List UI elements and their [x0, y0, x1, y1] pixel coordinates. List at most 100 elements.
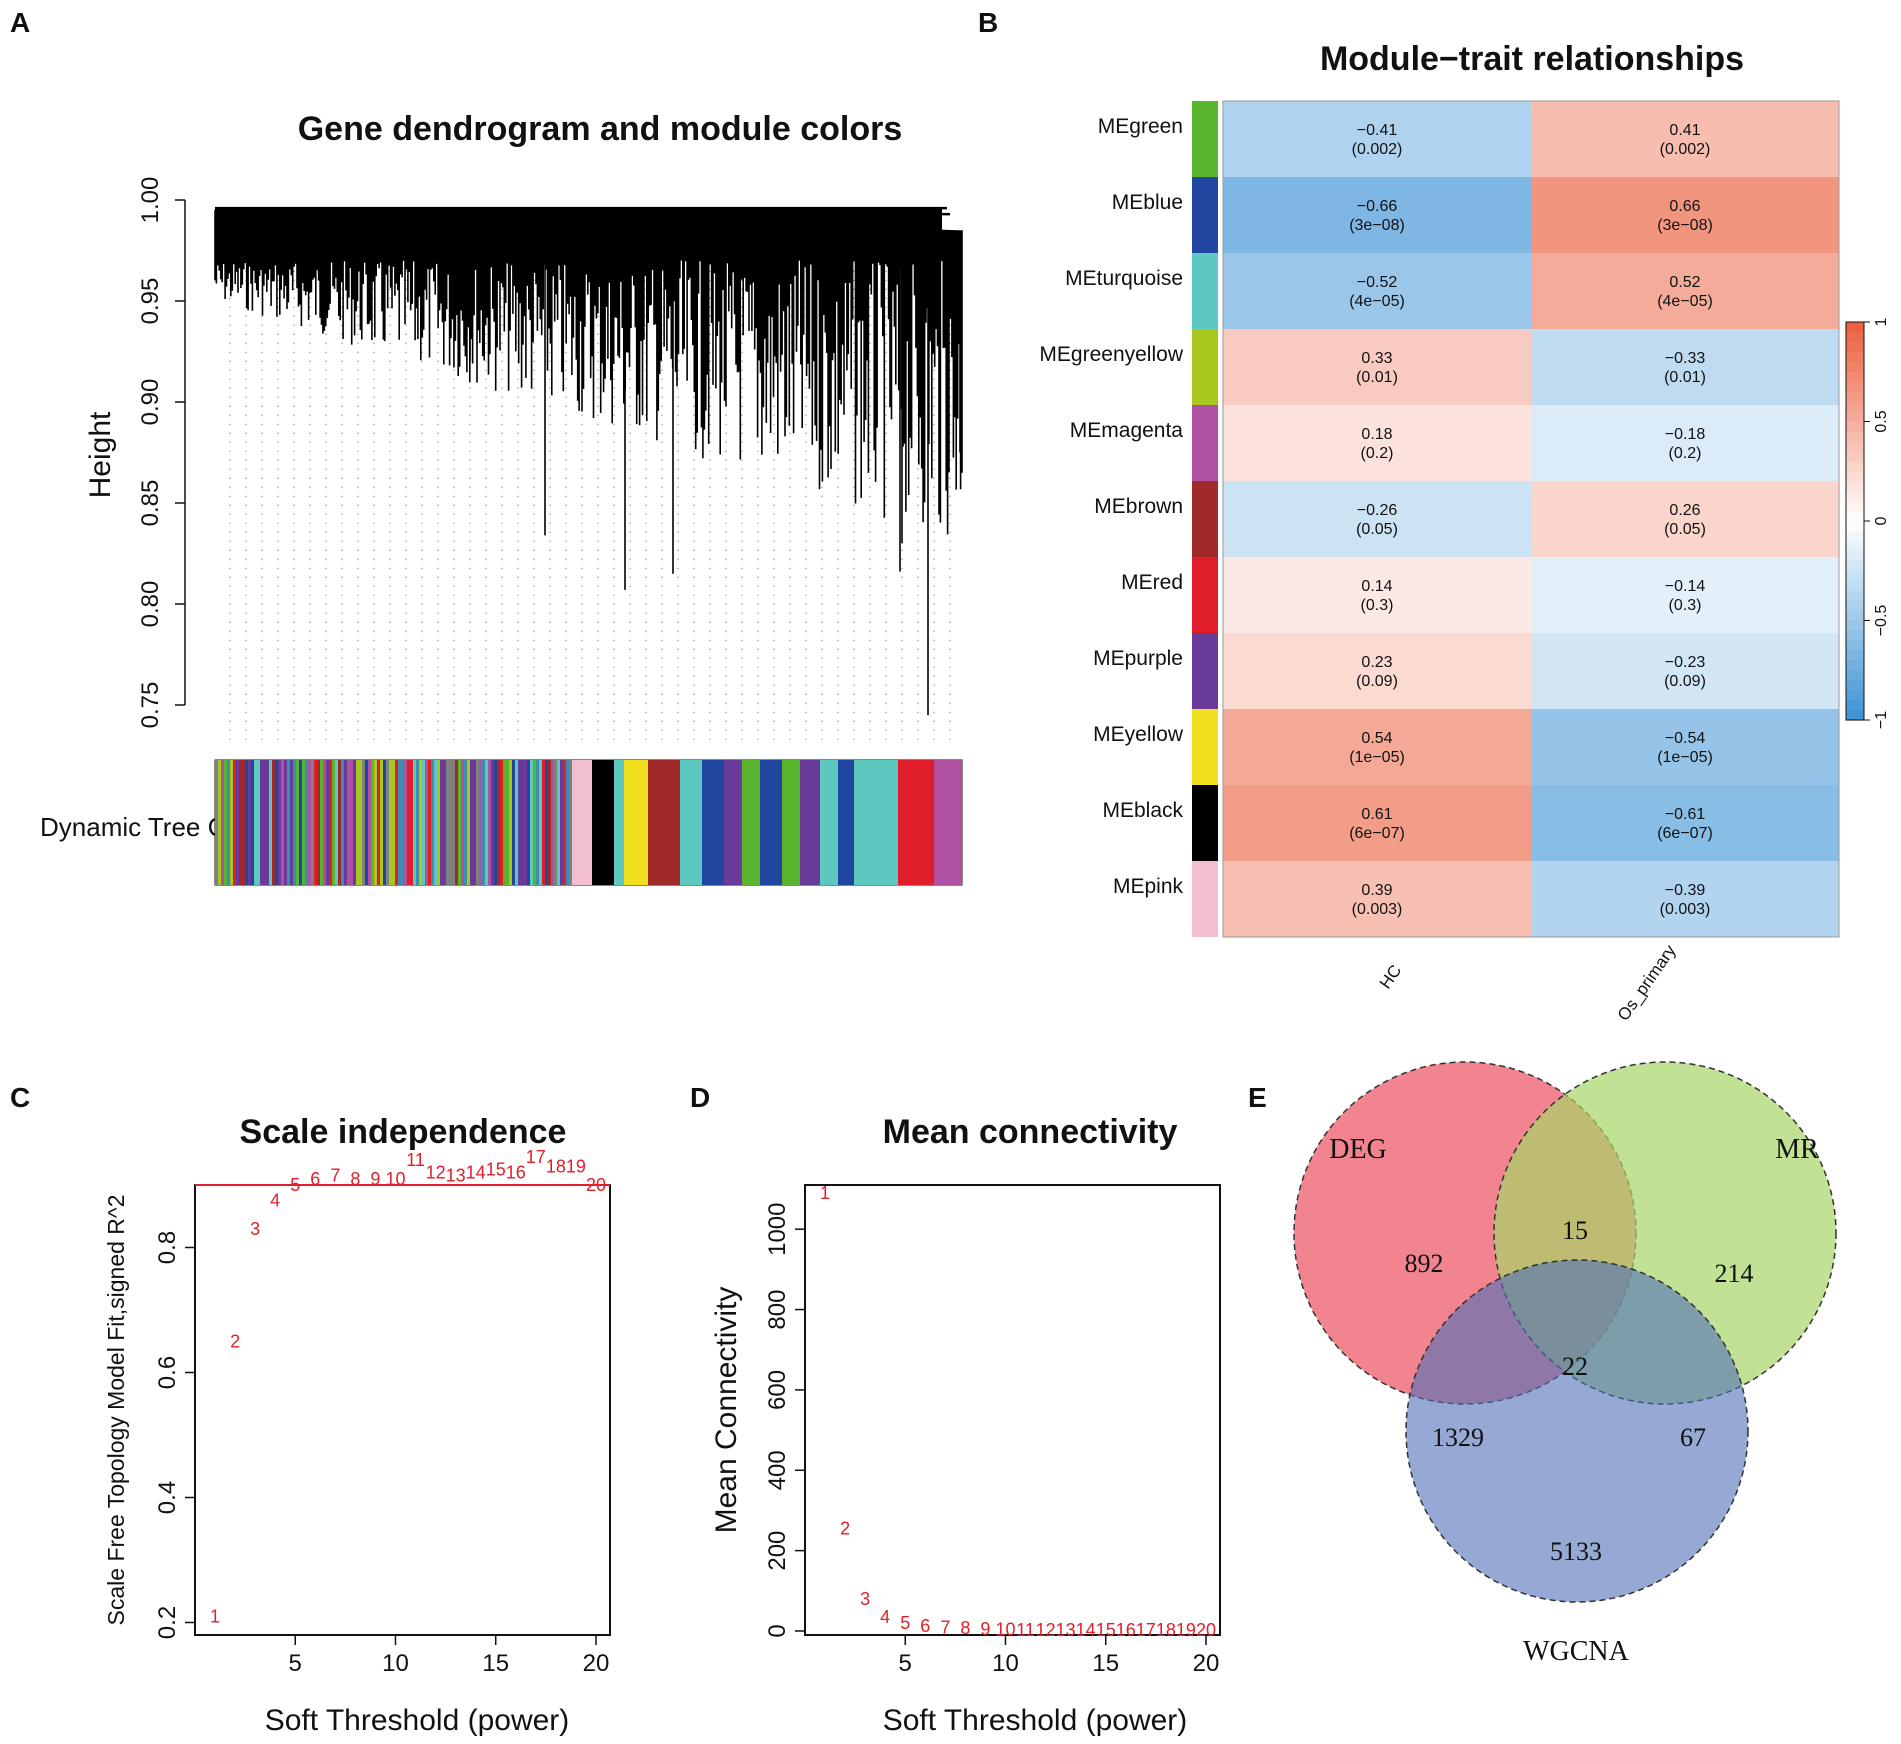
module-color-stripe [293, 760, 296, 885]
heatmap-cell-r: −0.66 [1357, 198, 1398, 215]
heatmap-cell-p: (0.05) [1356, 521, 1398, 538]
module-label: MEblue [1112, 191, 1183, 214]
module-color-stripe [329, 760, 332, 885]
module-color-stripe [482, 760, 485, 885]
module-color-stripe [383, 760, 386, 885]
power-point-label: 5 [900, 1613, 910, 1633]
venn-region-all: 22 [1562, 1352, 1588, 1381]
x-tick-label: 15 [1092, 1650, 1119, 1677]
venn-region-deg-wgcna: 1329 [1432, 1423, 1484, 1452]
module-color-stripe [374, 760, 377, 885]
module-color-stripe [563, 760, 566, 885]
module-color-stripe [449, 760, 452, 885]
colorbar-tick-label: 0.5 [1873, 410, 1890, 432]
colorbar-step [1846, 650, 1864, 661]
heatmap-cell-r: 0.61 [1361, 806, 1392, 823]
module-color-block [782, 760, 800, 885]
colorbar-step [1846, 710, 1864, 721]
colorbar-tick-label: 0 [1873, 516, 1890, 525]
module-color-stripe [527, 760, 530, 885]
module-color-stripe [425, 760, 428, 885]
heatmap-cell [1223, 405, 1531, 481]
power-point-label: 9 [370, 1169, 380, 1189]
x-tick-label: 10 [382, 1650, 409, 1677]
heatmap-cell-r: 0.66 [1669, 198, 1700, 215]
heatmap-cell [1531, 633, 1839, 709]
module-color-stripe [491, 760, 494, 885]
module-color-stripe [416, 760, 419, 885]
venn-region-mr-only: 214 [1715, 1259, 1754, 1288]
dendrogram-y-tick-label: 0.75 [137, 682, 164, 729]
power-point-label: 12 [1036, 1620, 1056, 1640]
module-color-stripe [506, 760, 509, 885]
colorbar-step [1846, 670, 1864, 681]
module-color-stripe [236, 760, 239, 885]
heatmap-rows: MEgreen −0.41 (0.002) 0.41 (0.002) MEblue −0.6… [1039, 100, 1840, 938]
trait-label-hc: HC [1376, 961, 1406, 992]
colorbar-step [1846, 361, 1864, 373]
module-color-stripe [284, 760, 287, 885]
colorbar-step [1846, 690, 1864, 701]
module-color-bar [214, 759, 963, 886]
colorbar-step [1846, 451, 1864, 462]
module-color-stripe [248, 760, 251, 885]
module-color-stripe [473, 760, 476, 885]
heatmap-cell-p: (6e−07) [1657, 825, 1713, 842]
colorbar-step [1846, 381, 1864, 393]
module-color-stripe [326, 760, 329, 885]
power-point-label: 20 [1196, 1620, 1216, 1640]
module-color-swatch [1192, 709, 1218, 785]
module-color-stripe [227, 760, 230, 885]
module-color-stripe [521, 760, 524, 885]
heatmap-cell [1223, 557, 1531, 633]
colorbar-tick-label: 1 [1873, 317, 1890, 326]
module-color-stripe [536, 760, 539, 885]
module-color-stripe [569, 760, 572, 885]
module-color-swatch [1192, 785, 1218, 861]
module-color-stripe [470, 760, 473, 885]
module-color-stripe [419, 760, 422, 885]
module-color-stripe [539, 760, 542, 885]
module-color-stripe [554, 760, 557, 885]
module-color-stripe [437, 760, 440, 885]
heatmap-cell-p: (0.3) [1669, 597, 1702, 614]
heatmap-cell-p: (0.01) [1356, 369, 1398, 386]
module-label: MEbrown [1094, 495, 1183, 518]
venn-region-mr-wgcna: 67 [1680, 1423, 1706, 1452]
module-label: MEpurple [1093, 647, 1183, 670]
venn-set-label-wgcna: WGCNA [1523, 1636, 1630, 1667]
module-color-stripe [440, 760, 443, 885]
dendrogram-leaf-branches [214, 210, 963, 535]
heatmap-cell-p: (0.2) [1361, 445, 1394, 462]
module-label: MEturquoise [1065, 267, 1183, 290]
module-color-swatch [1192, 101, 1218, 177]
module-color-stripe [479, 760, 482, 885]
module-color-stripe [434, 760, 437, 885]
module-color-stripe [338, 760, 341, 885]
heatmap-cell [1223, 861, 1531, 937]
heatmap-cell-p: (6e−07) [1349, 825, 1405, 842]
colorbar-step [1846, 511, 1864, 522]
module-color-stripe [242, 760, 245, 885]
y-tick-label: 400 [764, 1450, 791, 1490]
module-color-stripe [545, 760, 548, 885]
power-point-label: 18 [546, 1156, 566, 1176]
module-color-block [742, 760, 760, 885]
module-color-stripe [485, 760, 488, 885]
power-point-label: 16 [1116, 1620, 1136, 1640]
venn-region-deg-mr: 15 [1562, 1216, 1588, 1245]
colorbar-step [1846, 431, 1864, 442]
module-color-block [820, 760, 838, 885]
module-color-stripe [251, 760, 254, 885]
x-tick-label: 5 [289, 1650, 302, 1677]
module-color-stripe [557, 760, 560, 885]
module-color-swatch [1192, 405, 1218, 481]
mean-connectivity-plot-frame [804, 1184, 1221, 1636]
heatmap-cell-p: (1e−05) [1349, 749, 1405, 766]
module-color-stripe [356, 760, 359, 885]
module-color-stripe [317, 760, 320, 885]
module-color-block [934, 760, 962, 885]
heatmap-cell-r: −0.41 [1357, 122, 1398, 139]
